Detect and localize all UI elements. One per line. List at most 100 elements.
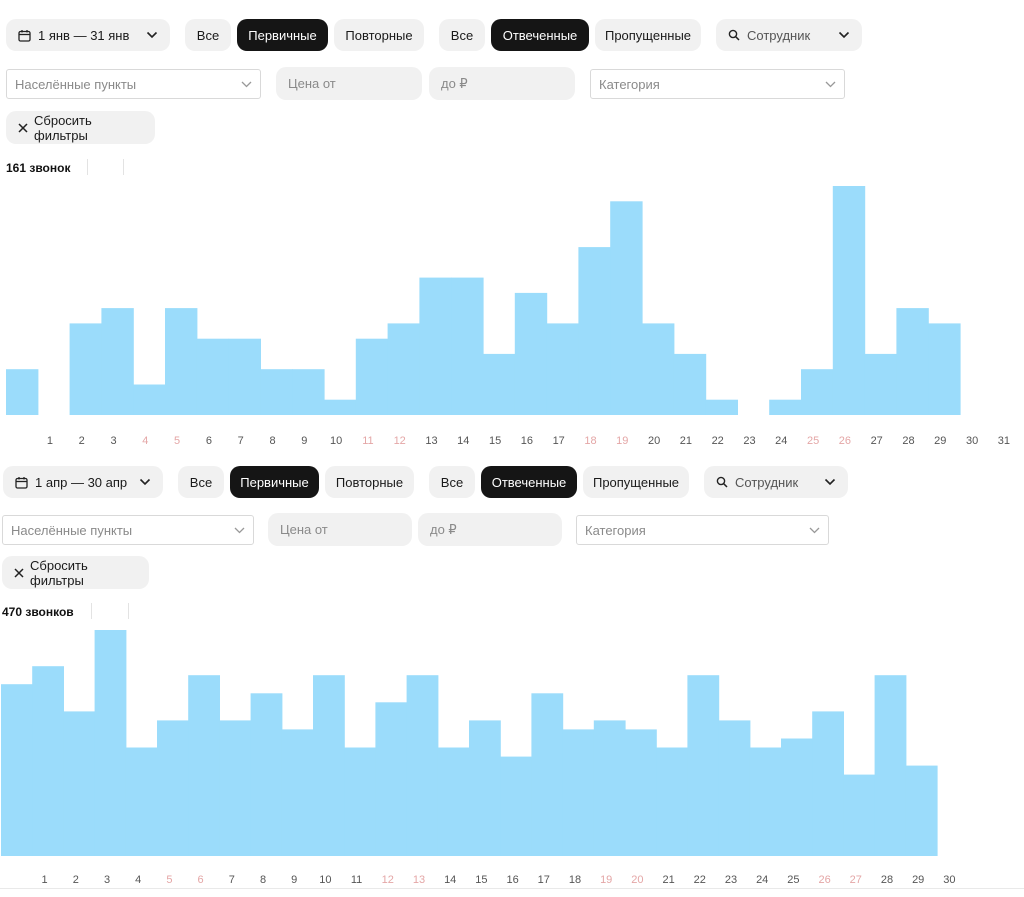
bar-day-23[interactable] [705,399,738,415]
bar-day-20[interactable] [593,720,626,856]
price-from-input[interactable]: Цена от [276,67,422,100]
bar-day-6[interactable] [157,720,189,856]
status-filter-answered[interactable]: Отвеченные [491,19,589,51]
bar-day-22[interactable] [673,353,707,415]
bar-day-27[interactable] [832,186,866,415]
bar-day-7[interactable] [196,338,230,415]
type-filter-primary[interactable]: Первичные [237,19,328,51]
bar-day-8[interactable] [228,338,261,415]
bar-day-28[interactable] [864,353,897,415]
locality-select[interactable]: Населённые пункты [6,69,261,99]
bar-day-9[interactable] [260,369,293,415]
bar-day-23[interactable] [687,675,720,856]
bar-day-5[interactable] [125,747,158,857]
bar-day-9[interactable] [250,693,283,856]
bar-day-3[interactable] [69,323,102,415]
bar-day-22[interactable] [656,747,688,857]
employee-placeholder: Сотрудник [747,27,811,43]
bar-day-18[interactable] [531,693,564,856]
bar-day-24[interactable] [718,720,751,856]
x-tick-label: 15 [475,874,487,886]
bar-day-29[interactable] [896,308,929,415]
status-filter-all[interactable]: Все [439,19,485,51]
bar-day-4[interactable] [94,630,127,856]
bar-day-5[interactable] [133,384,166,416]
bar-day-12[interactable] [355,338,389,415]
bar-chart: 1 2 3 4 5 6 7 8 9 10 11 12 13 14 15 16 17 18 19 20 21 22 23 24 2… [1,630,956,886]
bar-day-7[interactable] [188,675,220,856]
bar-day-14[interactable] [406,675,439,856]
reset-filters-button[interactable]: Сбросить фильтры [6,111,155,144]
bar-day-11[interactable] [313,675,345,856]
x-tick-label: 16 [521,435,533,447]
status-filter-missed[interactable]: Пропущенные [595,19,701,51]
locality-select[interactable]: Населённые пункты [2,515,254,545]
type-filter-primary[interactable]: Первичные [230,466,319,498]
x-tick-label: 23 [743,435,755,447]
bar-day-30[interactable] [928,323,961,415]
bar-day-10[interactable] [292,369,325,415]
bar-day-14[interactable] [419,277,452,415]
x-tick-label: 1 [47,435,53,447]
x-tick-label: 22 [712,435,724,447]
x-tick-label: 3 [104,874,110,886]
bar-day-26[interactable] [801,369,834,415]
bar-day-15[interactable] [437,747,470,857]
bar-day-13[interactable] [387,323,420,415]
x-tick-label: 21 [680,435,692,447]
status-filter-missed[interactable]: Пропущенные [583,466,689,498]
bar-day-19[interactable] [578,247,611,415]
status-filter-all[interactable]: Все [429,466,475,498]
bar-day-10[interactable] [281,729,314,856]
bar-day-17[interactable] [500,756,532,856]
bar-day-21[interactable] [625,729,657,856]
type-filter-repeat[interactable]: Повторные [334,19,424,51]
bar-day-17[interactable] [514,292,548,415]
bar-day-1[interactable] [6,369,39,415]
bar-day-6[interactable] [165,308,198,415]
employee-select[interactable]: Сотрудник [716,19,862,51]
bar-day-29[interactable] [874,675,907,856]
bar-day-18[interactable] [546,323,579,415]
date-range-select[interactable]: 1 янв — 31 янв [6,19,170,51]
bar-day-2[interactable] [32,666,64,856]
x-tick-label: 29 [912,874,924,886]
x-tick-label: 14 [444,874,456,886]
bar-day-26[interactable] [781,738,813,857]
x-tick-label: 7 [238,435,244,447]
type-filter-repeat[interactable]: Повторные [325,466,414,498]
price-to-input[interactable]: до ₽ [429,67,575,100]
employee-select[interactable]: Сотрудник [704,466,848,498]
x-tick-label: 25 [787,874,799,886]
bar-day-1[interactable] [1,684,33,856]
bar-day-16[interactable] [483,353,516,415]
bar-day-11[interactable] [324,399,357,415]
reset-filters-button[interactable]: Сбросить фильтры [2,556,149,589]
bar-day-15[interactable] [451,277,484,415]
x-tick-label: 30 [966,435,978,447]
bar-day-21[interactable] [642,323,675,415]
price-to-input[interactable]: до ₽ [418,513,562,546]
bar-day-28[interactable] [843,774,876,856]
bar-day-8[interactable] [219,720,252,856]
category-select[interactable]: Категория [590,69,845,99]
x-tick-label: 17 [538,874,550,886]
x-tick-label: 20 [631,874,643,886]
bar-day-16[interactable] [469,720,501,856]
status-filter-answered[interactable]: Отвеченные [481,466,577,498]
type-filter-all[interactable]: Все [185,19,231,51]
bar-day-25[interactable] [749,747,782,857]
bar-day-13[interactable] [375,702,408,856]
bar-day-30[interactable] [905,765,938,856]
category-select[interactable]: Категория [576,515,829,545]
bar-day-12[interactable] [344,747,376,857]
bar-day-20[interactable] [610,201,643,415]
bar-day-25[interactable] [769,399,802,415]
bar-day-19[interactable] [562,729,595,856]
bar-day-4[interactable] [101,308,134,415]
type-filter-all[interactable]: Все [178,466,224,498]
price-from-input[interactable]: Цена от [268,513,412,546]
bar-day-27[interactable] [812,711,844,856]
bar-day-3[interactable] [63,711,96,856]
date-range-select[interactable]: 1 апр — 30 апр [3,466,163,498]
